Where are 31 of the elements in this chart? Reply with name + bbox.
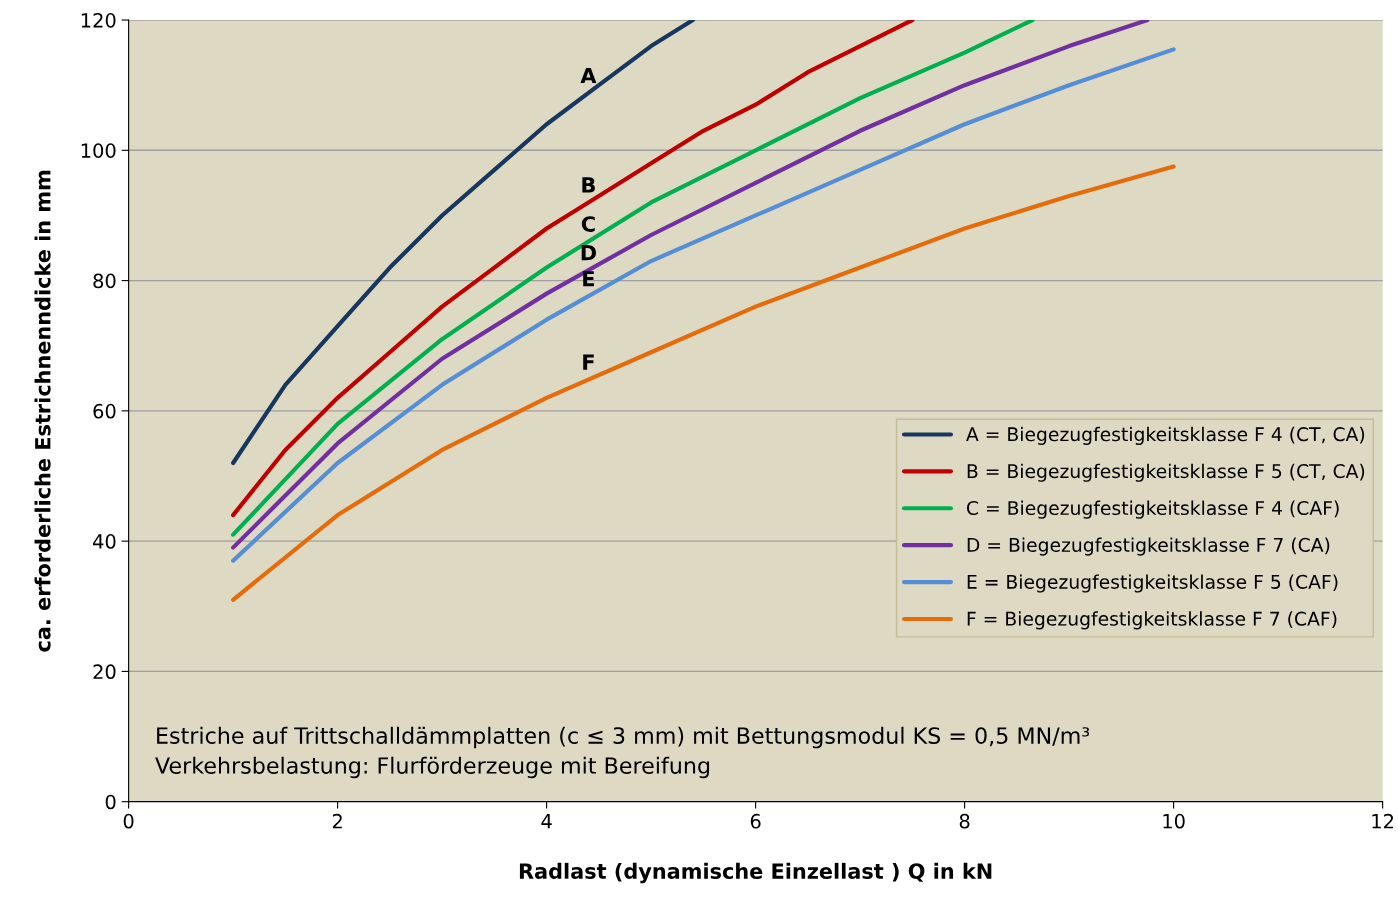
annotation: Estriche auf Trittschalldämmplatten (c ≤ 3 mm) mit Bettungsmodul KS = 0,5 MN/m³ Verkehrsbelastung: Flurförderzeuge mit Bereifung	[155, 726, 1090, 779]
x-tick-label: 4	[541, 814, 552, 829]
annotation: A	[580, 67, 597, 84]
annotation: C	[581, 216, 595, 232]
y-tick-label: 120	[81, 13, 116, 28]
annotation: E	[583, 271, 595, 287]
annotation: B	[582, 177, 595, 193]
legend-label: B = Biegezugfestigkeitsklasse F 5 (CT, CA)	[967, 463, 1365, 482]
y-tick-label: 60	[93, 403, 116, 419]
legend-label: C = Biegezugfestigkeitsklasse F 4 (CAF)	[966, 500, 1339, 519]
x-tick-label: 12	[1372, 813, 1394, 829]
x-tick-label: 0	[123, 813, 134, 829]
legend-label: E = Biegezugfestigkeitsklasse F 5 (CAF)	[967, 574, 1338, 593]
x-tick-label: 8	[959, 813, 970, 829]
annotation: D	[581, 245, 596, 261]
y-tick-label: 20	[93, 664, 116, 680]
x-tick-label: 2	[332, 813, 342, 829]
legend-label: A = Biegezugfestigkeitsklasse F 4 (CT, CA)	[966, 426, 1365, 445]
legend-label: F = Biegezugfestigkeitsklasse F 7 (CAF)	[967, 611, 1337, 630]
y-axis-title: ca. erforderliche Estrichnenndicke in mm	[34, 170, 51, 652]
y-tick-label: 80	[93, 273, 116, 289]
line-series	[231, 20, 696, 466]
x-axis-title: Radlast (dynamische Einzellast ) Q in kN	[519, 862, 992, 884]
y-tick-label: 40	[93, 534, 116, 549]
y-tick-label: 0	[105, 794, 116, 810]
y-tick-label: 100	[81, 143, 116, 158]
legend-label: D = Biegezugfestigkeitsklasse F 7 (CA)	[967, 537, 1330, 556]
x-tick-label: 10	[1163, 813, 1185, 829]
x-tick-label: 6	[750, 813, 761, 829]
line-series	[231, 20, 915, 518]
annotation: F	[583, 354, 594, 370]
